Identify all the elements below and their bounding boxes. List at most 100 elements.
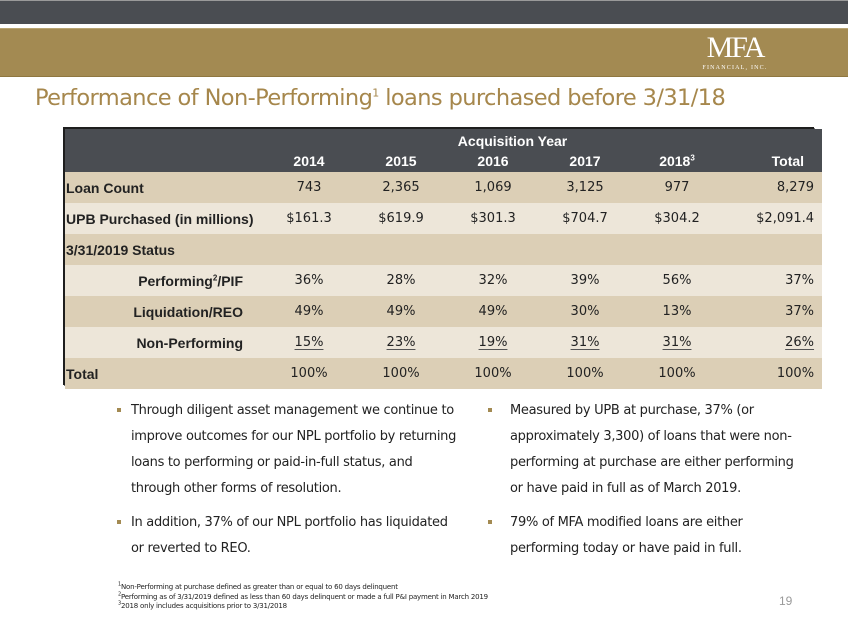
cell-value: 100%	[566, 366, 604, 381]
cell-value: 15%	[294, 335, 324, 350]
table-cell: 2,365	[355, 172, 447, 203]
cell-value: 49%	[386, 304, 416, 319]
table-cell: 100%	[355, 358, 447, 389]
cell-value: 2,365	[382, 180, 420, 195]
cell-value: 39%	[570, 273, 600, 288]
table-row: 3/31/2019 Status	[65, 234, 823, 265]
table-cell: 49%	[447, 296, 539, 327]
table-cell: $704.7	[539, 203, 631, 234]
row-label-text: Liquidation/REO	[133, 303, 243, 320]
row-label-suffix: /PIF	[217, 272, 243, 289]
bullet-text: Measured by UPB at purchase, 37% (or app…	[510, 403, 794, 496]
table-cell	[631, 234, 723, 265]
cell-value: 37%	[785, 273, 815, 288]
footnotes: 1Non-Performing at purchase defined as g…	[118, 582, 488, 612]
table-row: Loan Count 743 2,365 1,069 3,125 977 8,279	[65, 172, 823, 203]
cell-value: 100%	[382, 366, 420, 381]
table-cell: 100%	[447, 358, 539, 389]
table-cell: $2,091.4	[723, 203, 822, 234]
table-cell	[447, 234, 539, 265]
table-cell: $619.9	[355, 203, 447, 234]
table-cell: 31%	[539, 327, 631, 358]
row-label-text: 3/31/2019 Status	[66, 241, 175, 258]
cell-value: 37%	[785, 304, 815, 319]
table-cell: 100%	[723, 358, 822, 389]
table-cell: 56%	[631, 265, 723, 296]
table-group-header-row: Acquisition Year	[65, 129, 823, 149]
table-cell	[355, 234, 447, 265]
cell-value: 1,069	[474, 180, 512, 195]
footnote-text: 2018 only includes acquisitions prior to…	[120, 602, 287, 610]
cell-value: 30%	[570, 304, 600, 319]
cell-value: 8,279	[776, 180, 815, 195]
logo-sub: FINANCIAL, INC.	[702, 65, 768, 71]
column-header: 2015	[355, 149, 447, 172]
cell-value: $619.9	[378, 211, 424, 226]
cell-value: 743	[296, 180, 322, 195]
table-cell: 1,069	[447, 172, 539, 203]
table-cell: 743	[263, 172, 355, 203]
bullet-icon	[488, 520, 492, 524]
cell-value: 100%	[658, 366, 696, 381]
row-label-text: Total	[66, 365, 99, 382]
cell-value: $704.7	[562, 211, 608, 226]
row-label: Performing2/PIF	[65, 265, 263, 296]
row-label: 3/31/2019 Status	[65, 234, 263, 265]
cell-value: $161.3	[286, 211, 332, 226]
row-label: Loan Count	[65, 172, 263, 203]
cell-value: 49%	[478, 304, 508, 319]
cell-value: 3,125	[566, 180, 604, 195]
page-number: 19	[779, 594, 793, 608]
column-header-label: 2015	[385, 152, 417, 169]
table-cell: $161.3	[263, 203, 355, 234]
column-header: Total	[723, 149, 822, 172]
cell-value: 31%	[662, 335, 692, 350]
column-header: 2016	[447, 149, 539, 172]
table-cell: 100%	[631, 358, 723, 389]
cell-value: 100%	[776, 366, 815, 381]
bullet-item: Through diligent asset management we con…	[117, 398, 462, 502]
bullet-text: 79% of MFA modified loans are either per…	[510, 515, 743, 556]
cell-value: $301.3	[470, 211, 516, 226]
table-cell: 36%	[263, 265, 355, 296]
cell-value: 13%	[662, 304, 692, 319]
column-header-label: 2016	[477, 152, 509, 169]
performance-table: Acquisition Year 2014 2015 2016 2017 20183 To…	[63, 127, 823, 389]
row-label: Non-Performing	[65, 327, 263, 358]
table-cell: 49%	[355, 296, 447, 327]
table-cell: 23%	[355, 327, 447, 358]
title-text: Performance of Non-Performing	[35, 85, 373, 111]
table-cell: 100%	[539, 358, 631, 389]
bullet-icon	[117, 520, 121, 524]
row-label-text: UPB Purchased (in millions)	[66, 210, 254, 227]
footnote: 1Non-Performing at purchase defined as g…	[118, 582, 488, 593]
mfa-logo: MFA FINANCIAL, INC.	[690, 33, 780, 72]
footnote-ref: 3	[690, 152, 695, 162]
table-cell: 977	[631, 172, 723, 203]
cell-value: 23%	[386, 335, 416, 350]
cell-value: $2,091.4	[756, 211, 815, 226]
table-cell: 13%	[631, 296, 723, 327]
row-label-text: Loan Count	[66, 179, 144, 196]
table-cell: 32%	[447, 265, 539, 296]
column-header-label: 2017	[569, 152, 601, 169]
gold-band	[0, 28, 848, 77]
footnote-number: 3	[118, 600, 121, 607]
table-cell: 30%	[539, 296, 631, 327]
bullet-list-right: Measured by UPB at purchase, 37% (or app…	[488, 398, 808, 570]
title-footnote-ref: 1	[372, 86, 379, 100]
cell-value: 31%	[570, 335, 600, 350]
table-cell	[723, 234, 822, 265]
group-header: Acquisition Year	[457, 133, 568, 149]
table-cell: 31%	[631, 327, 723, 358]
page-title: Performance of Non-Performing1 loans pur…	[35, 85, 726, 111]
table-cell	[539, 234, 631, 265]
cell-value: 32%	[478, 273, 508, 288]
table-cell: $301.3	[447, 203, 539, 234]
column-header: 20183	[631, 149, 723, 172]
logo-main: MFA	[706, 31, 766, 64]
row-label-text: Non-Performing	[136, 334, 243, 351]
bullet-item: 79% of MFA modified loans are either per…	[488, 510, 808, 562]
column-header: 2014	[263, 149, 355, 172]
table-row: Non-Performing 15% 23% 19% 31% 31% 26%	[65, 327, 823, 358]
